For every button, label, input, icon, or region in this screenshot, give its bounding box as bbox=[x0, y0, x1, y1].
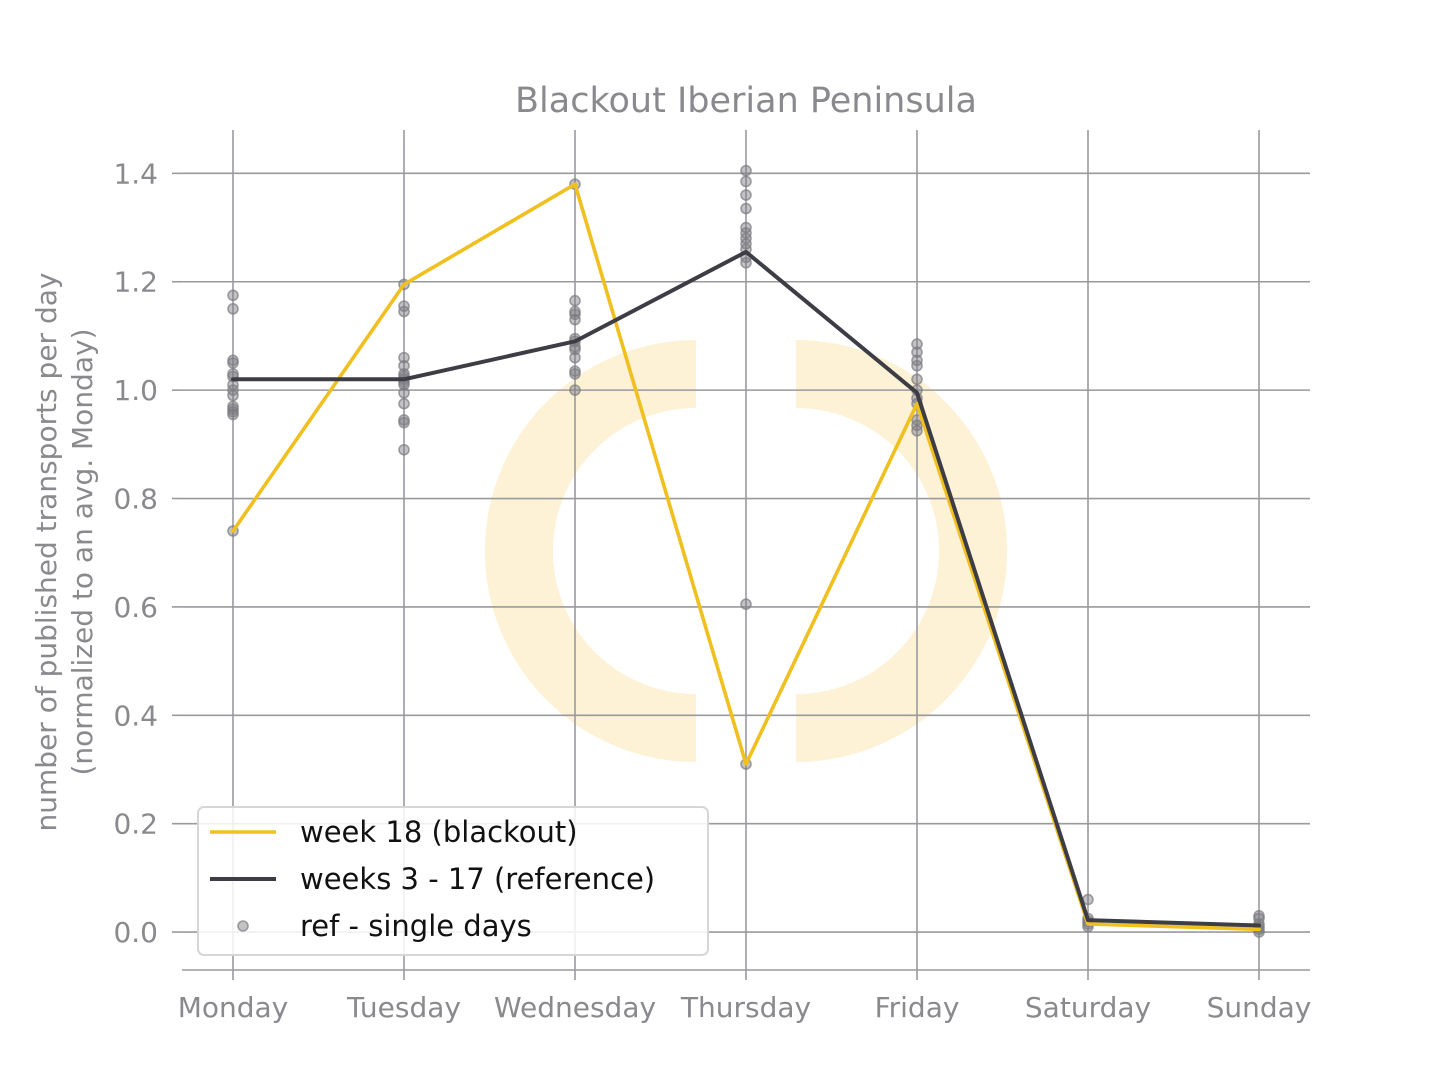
line-week18-blackout bbox=[231, 182, 1261, 932]
legend-swatch-single-days bbox=[237, 920, 249, 932]
y-axis-label-line2: (normalized to an avg. Monday) bbox=[66, 329, 99, 776]
ref-single-day-point bbox=[740, 598, 752, 610]
watermark-arc-right bbox=[795, 340, 1007, 762]
watermark-arc-left bbox=[485, 340, 697, 762]
x-tick-label: Sunday bbox=[1207, 991, 1312, 1024]
x-tick-label: Friday bbox=[875, 991, 960, 1024]
ref-single-day-point bbox=[1253, 910, 1265, 922]
legend-label-single-days: ref - single days bbox=[300, 909, 532, 943]
x-tick-label: Wednesday bbox=[494, 991, 656, 1024]
ref-single-day-point bbox=[740, 189, 752, 201]
ref-single-day-point bbox=[398, 300, 410, 312]
ref-single-day-point bbox=[569, 384, 581, 396]
y-tick-label: 1.0 bbox=[113, 374, 158, 407]
y-tick-label: 1.2 bbox=[113, 266, 158, 299]
y-tick-label: 0.8 bbox=[113, 483, 158, 516]
y-tick-label: 0.0 bbox=[113, 916, 158, 949]
y-axis-ticks: 0.0 0.2 0.4 0.6 0.8 1.0 1.2 1.4 bbox=[113, 157, 182, 949]
ref-single-day-point bbox=[911, 373, 923, 386]
legend-label-reference: weeks 3 - 17 (reference) bbox=[300, 862, 655, 896]
y-tick-label: 1.4 bbox=[113, 157, 158, 190]
ref-single-day-point bbox=[227, 354, 239, 367]
x-tick-label: Tuesday bbox=[346, 991, 461, 1024]
ref-single-day-point bbox=[398, 397, 410, 410]
ref-single-day-point bbox=[227, 289, 239, 302]
x-tick-label: Saturday bbox=[1025, 991, 1151, 1024]
ref-single-day-point bbox=[398, 359, 410, 372]
line-weeks3-17-reference bbox=[231, 249, 1261, 928]
x-tick-label: Monday bbox=[178, 991, 289, 1024]
ref-single-day-point bbox=[911, 338, 923, 350]
ref-single-day-point bbox=[569, 294, 581, 307]
x-tick-label: Thursday bbox=[680, 991, 811, 1024]
ref-single-day-point bbox=[911, 346, 923, 358]
ref-single-day-point bbox=[740, 164, 752, 177]
x-axis-ticks: Monday Tuesday Wednesday Thursday Friday Satu… bbox=[178, 970, 1312, 1024]
y-axis-label-line1: number of published transports per day bbox=[30, 273, 63, 832]
ref-single-day-point bbox=[569, 365, 581, 377]
chart-title: Blackout Iberian Peninsula bbox=[515, 81, 977, 121]
y-tick-label: 0.2 bbox=[113, 808, 158, 841]
series-lines bbox=[231, 182, 1261, 932]
y-tick-label: 0.4 bbox=[113, 699, 158, 732]
ref-single-day-point bbox=[740, 221, 752, 234]
ref-single-day-point bbox=[569, 351, 581, 364]
ref-single-day-point bbox=[227, 400, 239, 413]
ref-single-day-point bbox=[227, 303, 239, 315]
legend: week 18 (blackout) weeks 3 - 17 (referen… bbox=[197, 806, 709, 956]
legend-box bbox=[197, 806, 709, 956]
ref-single-day-point bbox=[911, 354, 923, 367]
ref-single-day-point bbox=[398, 443, 410, 456]
y-axis-label: number of published transports per day (… bbox=[30, 273, 99, 832]
ref-single-day-point bbox=[740, 175, 752, 188]
ref-single-day-point bbox=[569, 305, 581, 318]
ref-single-day-point bbox=[398, 351, 410, 364]
y-tick-label: 0.6 bbox=[113, 591, 158, 624]
ref-single-day-point bbox=[740, 202, 752, 215]
ref-single-day-point bbox=[398, 414, 410, 426]
power-ring-logo-watermark bbox=[485, 340, 1007, 762]
ref-single-day-point bbox=[398, 387, 410, 399]
legend-label-week18: week 18 (blackout) bbox=[300, 815, 578, 849]
